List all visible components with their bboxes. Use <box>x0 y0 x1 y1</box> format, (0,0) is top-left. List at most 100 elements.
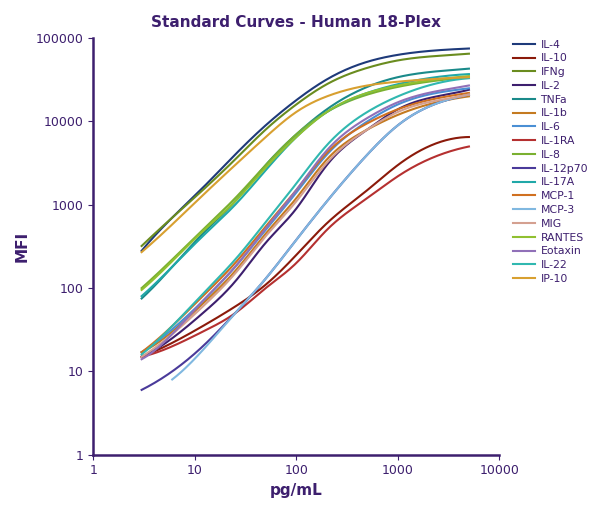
IP-10 <box>199 192 206 199</box>
IL-12p70 <box>199 344 206 350</box>
IL-1RA <box>449 148 456 154</box>
IP-10 <box>465 74 472 80</box>
IFNg <box>449 52 456 58</box>
MCP-3 <box>465 91 472 97</box>
IL-17A <box>225 208 232 214</box>
IL-12p70 <box>151 380 159 386</box>
IFNg <box>199 187 206 193</box>
MCP-1 <box>199 293 206 300</box>
IFNg <box>465 51 472 57</box>
Eotaxin <box>225 271 232 277</box>
IP-10 <box>151 238 159 244</box>
Eotaxin <box>157 342 165 348</box>
Line: IL-4: IL-4 <box>142 49 469 251</box>
MCP-1 <box>151 339 159 345</box>
IL-1RA <box>138 353 145 360</box>
IL-8 <box>449 76 456 82</box>
IL-4 <box>138 248 145 254</box>
IL-8 <box>199 227 206 233</box>
Line: IL-1b: IL-1b <box>142 96 469 352</box>
Line: MCP-3: MCP-3 <box>172 94 469 380</box>
Line: IL-8: IL-8 <box>142 77 469 288</box>
MCP-3 <box>181 366 188 372</box>
IL-10 <box>437 139 444 145</box>
RANTES <box>157 269 165 275</box>
Line: IP-10: IP-10 <box>142 77 469 252</box>
IL-12p70 <box>225 317 232 323</box>
IL-17A <box>465 71 472 77</box>
MIG <box>199 304 206 310</box>
Eotaxin <box>465 83 472 89</box>
MIG <box>449 95 456 101</box>
Eotaxin <box>199 298 206 304</box>
IL-8 <box>437 77 444 83</box>
MIG <box>225 278 232 284</box>
IL-2 <box>449 90 456 96</box>
IL-2 <box>138 353 145 360</box>
IL-12p70 <box>437 99 444 105</box>
IL-6 <box>138 349 145 356</box>
MCP-3 <box>168 377 176 383</box>
Line: MCP-1: MCP-1 <box>142 93 469 352</box>
IL-1RA <box>199 329 206 335</box>
MIG <box>157 340 165 346</box>
RANTES <box>465 73 472 79</box>
IL-8 <box>465 74 472 80</box>
RANTES <box>225 205 232 211</box>
IL-6 <box>437 89 444 95</box>
IL-1RA <box>225 314 232 321</box>
Y-axis label: MFI: MFI <box>15 231 30 262</box>
IFNg <box>437 53 444 59</box>
Line: IL-1RA: IL-1RA <box>142 147 469 357</box>
IL-10 <box>199 323 206 329</box>
TNFa <box>151 283 159 289</box>
IL-22 <box>157 334 165 340</box>
Line: IL-22: IL-22 <box>142 78 469 354</box>
Line: IL-12p70: IL-12p70 <box>142 94 469 390</box>
IL-6 <box>449 87 456 93</box>
IL-6 <box>225 271 232 277</box>
MCP-3 <box>224 319 231 325</box>
IL-1RA <box>437 151 444 157</box>
IL-1b <box>465 93 472 100</box>
IL-4 <box>151 233 159 239</box>
IP-10 <box>437 75 444 82</box>
IL-1b <box>437 98 444 105</box>
MCP-1 <box>465 90 472 96</box>
IL-1b <box>157 337 165 343</box>
IFNg <box>138 243 145 249</box>
IL-8 <box>138 285 145 291</box>
Legend: IL-4, IL-10, IFNg, IL-2, TNFa, IL-1b, IL-6, IL-1RA, IL-8, IL-12p70, IL-17A, MCP-: IL-4, IL-10, IFNg, IL-2, TNFa, IL-1b, IL… <box>509 35 592 288</box>
IP-10 <box>449 75 456 81</box>
IL-10 <box>138 353 145 360</box>
IL-2 <box>151 347 159 353</box>
RANTES <box>437 76 444 82</box>
IL-17A <box>138 293 145 299</box>
MIG <box>437 97 444 103</box>
IL-2 <box>225 286 232 292</box>
TNFa <box>157 275 165 282</box>
IFNg <box>151 230 159 236</box>
Eotaxin <box>151 347 159 353</box>
IL-6 <box>465 85 472 91</box>
IFNg <box>157 224 165 230</box>
MCP-1 <box>437 94 444 101</box>
Line: TNFa: TNFa <box>142 69 469 299</box>
Title: Standard Curves - Human 18-Plex: Standard Curves - Human 18-Plex <box>151 15 441 30</box>
Eotaxin <box>449 85 456 91</box>
IL-2 <box>157 343 165 349</box>
IL-10 <box>225 307 232 313</box>
TNFa <box>138 295 145 302</box>
MCP-1 <box>225 267 232 273</box>
IL-12p70 <box>449 95 456 102</box>
IL-6 <box>199 298 206 304</box>
Eotaxin <box>437 87 444 93</box>
IL-17A <box>449 72 456 78</box>
TNFa <box>225 205 232 211</box>
IL-22 <box>225 264 232 270</box>
IL-22 <box>465 75 472 81</box>
IL-4 <box>449 46 456 52</box>
X-axis label: pg/mL: pg/mL <box>270 483 323 498</box>
IP-10 <box>138 249 145 255</box>
IL-10 <box>157 345 165 351</box>
